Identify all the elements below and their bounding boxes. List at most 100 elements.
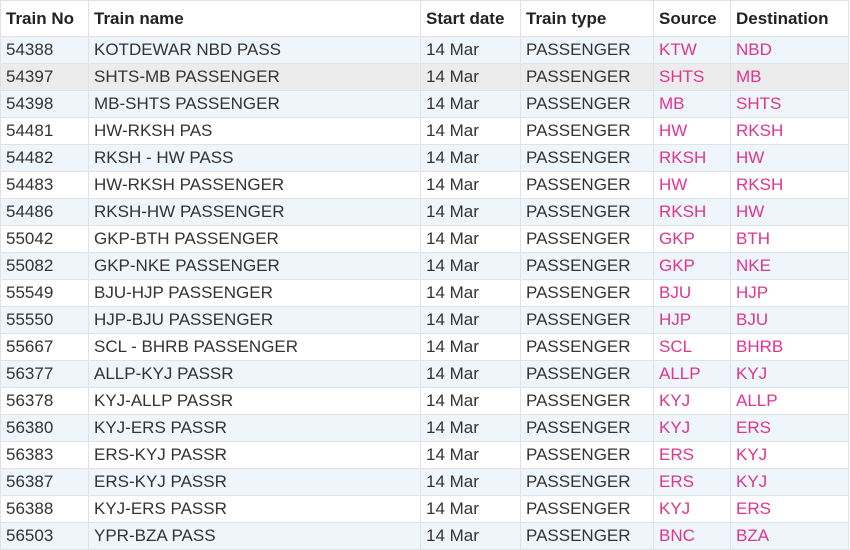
table-cell: NKE <box>730 252 849 280</box>
table-cell: PASSENGER <box>520 198 654 226</box>
table-cell: 56503 <box>0 522 89 550</box>
table-cell: 54483 <box>0 171 89 199</box>
table-cell: HW <box>653 117 731 145</box>
table-cell: 14 Mar <box>420 360 521 388</box>
table-cell: 14 Mar <box>420 36 521 64</box>
table-cell: 56387 <box>0 468 89 496</box>
table-row[interactable]: 56383 ERS-KYJ PASSR 14 Mar PASSENGER ERS KYJ <box>0 441 849 469</box>
table-cell: KYJ <box>730 468 849 496</box>
table-cell: 56377 <box>0 360 89 388</box>
table-cell: SHTS <box>653 63 731 91</box>
table-row[interactable]: 54481 HW-RKSH PAS 14 Mar PASSENGER HW RKSH <box>0 117 849 145</box>
table-cell: 55042 <box>0 225 89 253</box>
table-cell: PASSENGER <box>520 441 654 469</box>
table-cell: PASSENGER <box>520 306 654 334</box>
table-cell: RKSH - HW PASS <box>88 144 421 172</box>
column-header[interactable]: Train type <box>520 0 654 37</box>
table-row[interactable]: 54397 SHTS-MB PASSENGER 14 Mar PASSENGER SHT… <box>0 63 849 91</box>
table-cell: 54397 <box>0 63 89 91</box>
table-cell: 55667 <box>0 333 89 361</box>
table-row[interactable]: 54483 HW-RKSH PASSENGER 14 Mar PASSENGER HW R… <box>0 171 849 199</box>
table-cell: 14 Mar <box>420 306 521 334</box>
table-cell: 14 Mar <box>420 252 521 280</box>
table-row[interactable]: 54482 RKSH - HW PASS 14 Mar PASSENGER RKSH HW <box>0 144 849 172</box>
table-cell: PASSENGER <box>520 36 654 64</box>
table-cell: ERS-KYJ PASSR <box>88 468 421 496</box>
table-cell: BZA <box>730 522 849 550</box>
table-cell: 55549 <box>0 279 89 307</box>
table-cell: ALLP <box>653 360 731 388</box>
table-cell: RKSH <box>730 117 849 145</box>
table-row[interactable]: 55042 GKP-BTH PASSENGER 14 Mar PASSENGER GKP… <box>0 225 849 253</box>
table-cell: 54388 <box>0 36 89 64</box>
table-cell: HJP <box>730 279 849 307</box>
table-cell: 56388 <box>0 495 89 523</box>
table-cell: PASSENGER <box>520 360 654 388</box>
table-cell: ERS <box>653 468 731 496</box>
table-row[interactable]: 55667 SCL - BHRB PASSENGER 14 Mar PASSENGER… <box>0 333 849 361</box>
table-cell: NBD <box>730 36 849 64</box>
table-row[interactable]: 54398 MB-SHTS PASSENGER 14 Mar PASSENGER MB S… <box>0 90 849 118</box>
table-cell: PASSENGER <box>520 63 654 91</box>
table-cell: 14 Mar <box>420 333 521 361</box>
table-cell: HW <box>730 144 849 172</box>
table-row[interactable]: 56377 ALLP-KYJ PASSR 14 Mar PASSENGER ALLP KY… <box>0 360 849 388</box>
table-row[interactable]: 54388 KOTDEWAR NBD PASS 14 Mar PASSENGER KTW… <box>0 36 849 64</box>
table-cell: 54481 <box>0 117 89 145</box>
table-cell: BHRB <box>730 333 849 361</box>
table-cell: 14 Mar <box>420 495 521 523</box>
table-cell: 14 Mar <box>420 198 521 226</box>
table-row[interactable]: 55549 BJU-HJP PASSENGER 14 Mar PASSENGER BJU… <box>0 279 849 307</box>
table-row[interactable]: 56503 YPR-BZA PASS 14 Mar PASSENGER BNC BZA <box>0 522 849 550</box>
table-cell: KYJ-ALLP PASSR <box>88 387 421 415</box>
table-row[interactable]: 56387 ERS-KYJ PASSR 14 Mar PASSENGER ERS KYJ <box>0 468 849 496</box>
table-cell: GKP-BTH PASSENGER <box>88 225 421 253</box>
table-row[interactable]: 56388 KYJ-ERS PASSR 14 Mar PASSENGER KYJ ERS <box>0 495 849 523</box>
column-header[interactable]: Destination <box>730 0 849 37</box>
table-cell: KYJ-ERS PASSR <box>88 495 421 523</box>
table-cell: PASSENGER <box>520 522 654 550</box>
table-cell: 56383 <box>0 441 89 469</box>
table-cell: YPR-BZA PASS <box>88 522 421 550</box>
table-cell: SCL - BHRB PASSENGER <box>88 333 421 361</box>
table-cell: PASSENGER <box>520 225 654 253</box>
table-cell: HJP-BJU PASSENGER <box>88 306 421 334</box>
table-cell: MB-SHTS PASSENGER <box>88 90 421 118</box>
table-row[interactable]: 54486 RKSH-HW PASSENGER 14 Mar PASSENGER RKS… <box>0 198 849 226</box>
table-cell: 14 Mar <box>420 117 521 145</box>
table-row[interactable]: 56380 KYJ-ERS PASSR 14 Mar PASSENGER KYJ ERS <box>0 414 849 442</box>
table-cell: KYJ <box>730 360 849 388</box>
table-cell: BNC <box>653 522 731 550</box>
column-header[interactable]: Start date <box>420 0 521 37</box>
table-cell: PASSENGER <box>520 117 654 145</box>
table-row[interactable]: 55550 HJP-BJU PASSENGER 14 Mar PASSENGER HJP… <box>0 306 849 334</box>
table-cell: RKSH <box>653 144 731 172</box>
table-cell: 14 Mar <box>420 522 521 550</box>
table-cell: 14 Mar <box>420 144 521 172</box>
table-cell: 14 Mar <box>420 90 521 118</box>
table-row[interactable]: 55082 GKP-NKE PASSENGER 14 Mar PASSENGER GKP… <box>0 252 849 280</box>
table-cell: RKSH <box>653 198 731 226</box>
table-cell: 56378 <box>0 387 89 415</box>
table-cell: PASSENGER <box>520 333 654 361</box>
table-cell: HJP <box>653 306 731 334</box>
table-cell: 54482 <box>0 144 89 172</box>
column-header[interactable]: Source <box>653 0 731 37</box>
table-cell: PASSENGER <box>520 90 654 118</box>
table-cell: RKSH <box>730 171 849 199</box>
table-cell: 56380 <box>0 414 89 442</box>
table-row[interactable]: 56378 KYJ-ALLP PASSR 14 Mar PASSENGER KYJ ALL… <box>0 387 849 415</box>
table-cell: BTH <box>730 225 849 253</box>
table-cell: MB <box>730 63 849 91</box>
table-cell: 14 Mar <box>420 171 521 199</box>
table-cell: ERS <box>730 495 849 523</box>
table-cell: MB <box>653 90 731 118</box>
table-cell: GKP <box>653 252 731 280</box>
column-header[interactable]: Train No <box>0 0 89 37</box>
column-header[interactable]: Train name <box>88 0 421 37</box>
table-cell: PASSENGER <box>520 144 654 172</box>
table-cell: 14 Mar <box>420 441 521 469</box>
table-cell: GKP <box>653 225 731 253</box>
